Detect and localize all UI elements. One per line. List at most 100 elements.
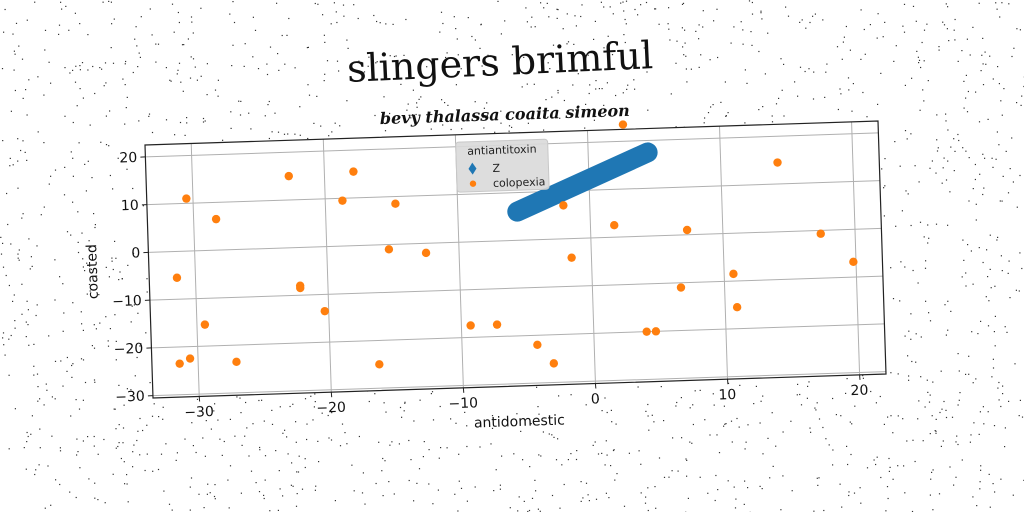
noise-speck xyxy=(988,473,990,475)
colopexia-point xyxy=(492,320,502,329)
noise-speck xyxy=(925,300,927,302)
noise-speck xyxy=(1007,272,1009,274)
noise-speck xyxy=(122,427,125,429)
noise-speck xyxy=(567,459,569,461)
noise-speck xyxy=(972,283,974,285)
noise-speck xyxy=(171,509,173,511)
noise-speck xyxy=(671,470,673,472)
noise-speck xyxy=(13,50,15,52)
noise-speck xyxy=(151,415,154,417)
noise-speck xyxy=(187,38,189,40)
noise-speck xyxy=(740,21,742,23)
noise-speck xyxy=(196,79,198,81)
noise-speck xyxy=(559,117,561,119)
noise-speck xyxy=(54,259,56,261)
y-tick-label: −10 xyxy=(112,293,142,310)
noise-speck xyxy=(611,421,613,423)
noise-speck xyxy=(89,290,91,292)
noise-speck xyxy=(904,492,906,494)
noise-speck xyxy=(333,2,335,4)
colopexia-point xyxy=(729,269,738,279)
noise-speck xyxy=(887,497,889,500)
noise-speck xyxy=(957,60,959,62)
noise-speck xyxy=(233,21,236,24)
noise-speck xyxy=(935,430,937,432)
noise-speck xyxy=(967,90,969,93)
noise-speck xyxy=(440,11,443,13)
noise-speck xyxy=(26,114,28,116)
noise-speck xyxy=(759,422,761,424)
noise-speck xyxy=(388,481,390,483)
noise-speck xyxy=(747,424,749,426)
noise-speck xyxy=(59,450,62,452)
noise-speck xyxy=(255,482,257,484)
noise-speck xyxy=(832,449,834,451)
noise-speck xyxy=(912,269,914,272)
noise-speck xyxy=(1003,88,1005,90)
noise-speck xyxy=(113,18,115,20)
noise-speck xyxy=(937,147,939,149)
noise-speck xyxy=(965,272,967,274)
colopexia-point xyxy=(732,302,742,312)
noise-speck xyxy=(308,94,311,96)
noise-speck xyxy=(328,135,330,137)
noise-speck xyxy=(438,457,440,459)
noise-speck xyxy=(955,441,957,443)
noise-speck xyxy=(75,65,77,67)
noise-speck xyxy=(229,13,231,15)
noise-speck xyxy=(99,67,101,69)
noise-speck xyxy=(75,496,77,499)
noise-speck xyxy=(615,423,617,425)
noise-speck xyxy=(37,131,39,133)
x-gridline xyxy=(719,126,729,380)
noise-speck xyxy=(142,429,144,432)
noise-speck xyxy=(945,409,947,411)
noise-speck xyxy=(126,388,128,390)
noise-speck xyxy=(162,406,164,408)
noise-speck xyxy=(537,406,539,408)
noise-speck xyxy=(953,484,955,486)
noise-speck xyxy=(551,494,554,497)
y-gridline xyxy=(149,275,883,301)
noise-speck xyxy=(725,423,727,425)
noise-speck xyxy=(2,337,4,339)
noise-speck xyxy=(76,105,78,107)
noise-speck xyxy=(467,17,469,19)
noise-speck xyxy=(134,375,136,377)
noise-speck xyxy=(130,321,132,323)
noise-speck xyxy=(1005,150,1007,152)
noise-speck xyxy=(304,398,307,400)
noise-speck xyxy=(918,400,920,402)
noise-speck xyxy=(2,266,5,268)
noise-speck xyxy=(317,440,319,442)
noise-speck xyxy=(842,41,844,43)
noise-speck xyxy=(730,420,733,422)
noise-speck xyxy=(895,45,897,47)
noise-speck xyxy=(0,253,3,255)
noise-speck xyxy=(124,483,126,485)
noise-speck xyxy=(346,39,348,41)
x-gridline xyxy=(851,121,861,375)
noise-speck xyxy=(9,157,11,159)
noise-speck xyxy=(77,251,80,254)
noise-speck xyxy=(718,452,721,454)
noise-speck xyxy=(399,406,402,409)
noise-speck xyxy=(9,165,11,167)
noise-speck xyxy=(261,399,263,401)
noise-speck xyxy=(916,50,918,52)
noise-speck xyxy=(217,95,219,97)
noise-speck xyxy=(746,82,748,84)
noise-speck xyxy=(531,497,534,499)
noise-speck xyxy=(271,423,274,425)
chart-subtitle: bevy thalassa coaita simeon xyxy=(380,101,631,128)
noise-speck xyxy=(362,472,364,474)
noise-speck xyxy=(543,7,545,9)
noise-speck xyxy=(441,99,443,101)
noise-speck xyxy=(772,465,774,467)
noise-speck xyxy=(638,450,640,452)
noise-speck xyxy=(391,441,393,443)
noise-speck xyxy=(744,69,746,71)
noise-speck xyxy=(289,405,291,408)
noise-speck xyxy=(14,327,16,329)
noise-speck xyxy=(412,114,414,116)
